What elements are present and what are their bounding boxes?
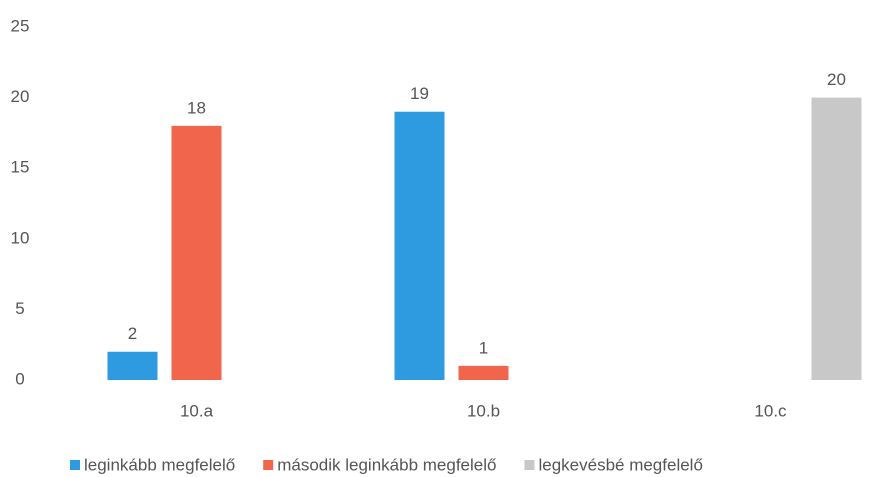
- bar: [394, 111, 445, 380]
- x-tick-label: 10.c: [754, 401, 787, 420]
- y-tick-label: 25: [11, 16, 30, 35]
- x-tick-label: 10.b: [467, 401, 500, 420]
- legend-swatch: [70, 460, 80, 470]
- data-label: 1: [479, 338, 488, 357]
- bar: [811, 97, 862, 380]
- x-tick-label: 10.a: [180, 401, 214, 420]
- y-tick-label: 10: [11, 228, 30, 247]
- data-label: 2: [128, 324, 137, 343]
- legend-label: második leginkább megfelelő: [277, 455, 496, 474]
- y-tick-label: 0: [15, 369, 24, 388]
- y-tick-label: 20: [11, 87, 30, 106]
- legend-swatch: [263, 460, 274, 470]
- y-tick-label: 15: [11, 158, 30, 177]
- legend-label: legkevésbé megfelelő: [538, 455, 702, 474]
- legend-swatch: [524, 460, 535, 470]
- bar: [107, 351, 158, 380]
- data-label: 20: [827, 70, 846, 89]
- bar: [171, 125, 222, 380]
- y-tick-label: 5: [15, 299, 24, 318]
- data-label: 19: [410, 84, 429, 103]
- legend-label: leginkább megfelelő: [84, 455, 235, 474]
- bar: [458, 365, 509, 380]
- data-label: 18: [187, 98, 206, 117]
